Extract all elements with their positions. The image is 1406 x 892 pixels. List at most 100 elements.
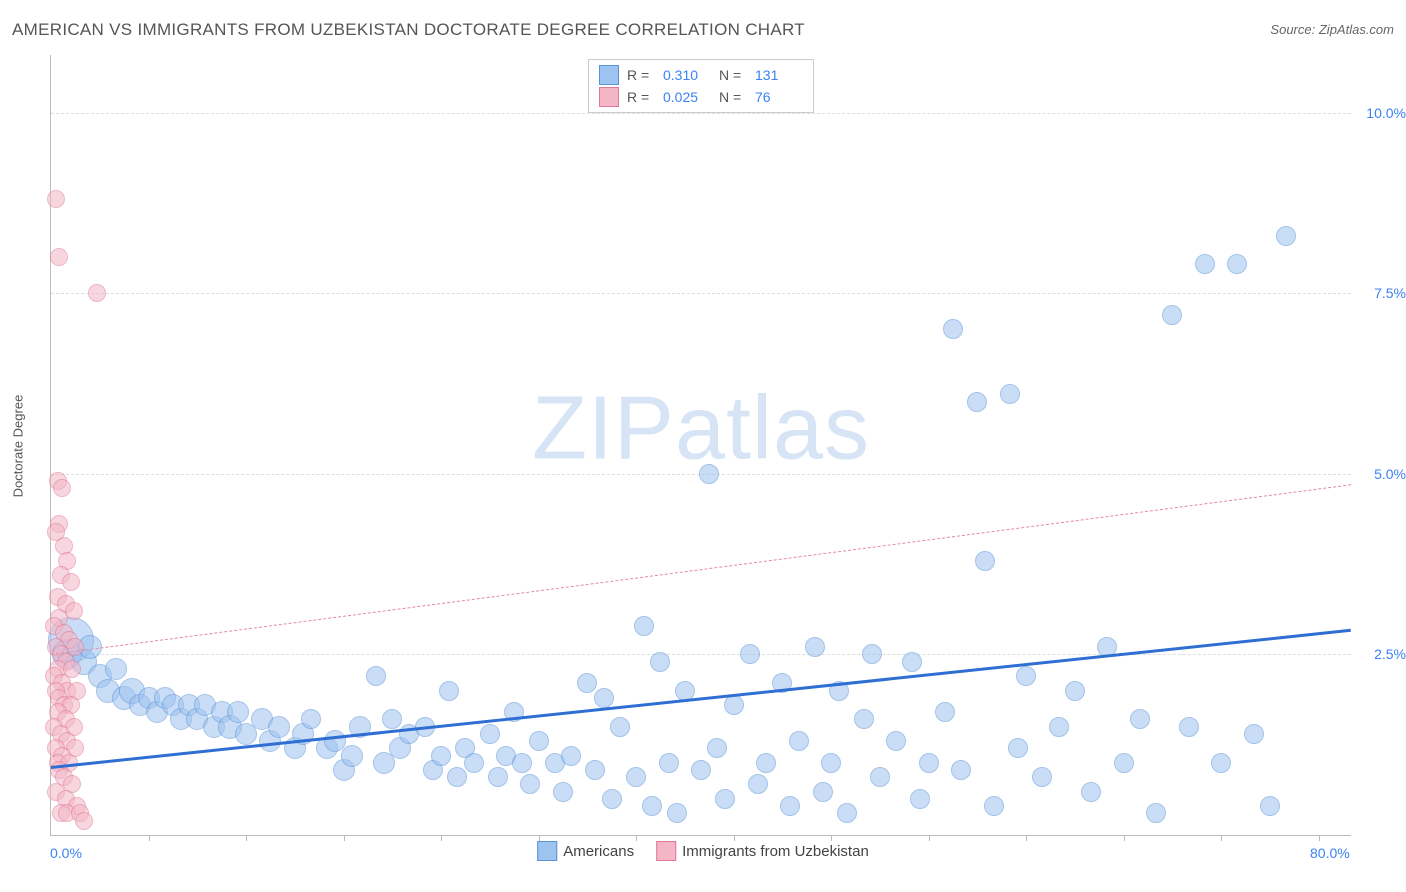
data-point: [984, 796, 1004, 816]
data-point: [724, 695, 744, 715]
data-point: [610, 717, 630, 737]
data-point: [105, 658, 127, 680]
data-point: [650, 652, 670, 672]
data-point: [854, 709, 874, 729]
data-point: [1211, 753, 1231, 773]
plot-area: ZIPatlas R =0.310N =131R =0.025N =76 2.5…: [50, 55, 1351, 836]
data-point: [967, 392, 987, 412]
x-axis-max-label: 80.0%: [1310, 845, 1350, 861]
legend-stats-row: R = 0.025 N = 76: [599, 86, 803, 108]
data-point: [902, 652, 922, 672]
watermark: ZIPatlas: [532, 378, 870, 481]
legend-series-item: Immigrants from Uzbekistan: [656, 841, 869, 861]
n-label: N =: [719, 67, 747, 83]
data-point: [1032, 767, 1052, 787]
data-point: [821, 753, 841, 773]
data-point: [837, 803, 857, 823]
data-point: [715, 789, 735, 809]
data-point: [488, 767, 508, 787]
x-axis-min-label: 0.0%: [50, 845, 82, 861]
data-point: [1195, 254, 1215, 274]
data-point: [748, 774, 768, 794]
data-point: [667, 803, 687, 823]
gridline: [51, 654, 1351, 655]
data-point: [585, 760, 605, 780]
x-tick: [1026, 835, 1027, 841]
data-point: [642, 796, 662, 816]
data-point: [1008, 738, 1028, 758]
data-point: [577, 673, 597, 693]
legend-swatch: [599, 87, 619, 107]
r-value: 0.310: [663, 67, 711, 83]
x-tick: [246, 835, 247, 841]
data-point: [520, 774, 540, 794]
data-point: [1016, 666, 1036, 686]
data-point: [691, 760, 711, 780]
legend-swatch: [656, 841, 676, 861]
legend-stats-row: R =0.310N =131: [599, 64, 803, 86]
data-point: [480, 724, 500, 744]
data-point: [886, 731, 906, 751]
y-tick-label: 2.5%: [1374, 646, 1406, 662]
data-point: [75, 812, 93, 830]
data-point: [1276, 226, 1296, 246]
data-point: [382, 709, 402, 729]
data-point: [1081, 782, 1101, 802]
data-point: [53, 479, 71, 497]
watermark-zip: ZIP: [532, 379, 675, 479]
x-tick: [441, 835, 442, 841]
chart-container: AMERICAN VS IMMIGRANTS FROM UZBEKISTAN D…: [0, 0, 1406, 892]
data-point: [341, 745, 363, 767]
gridline: [51, 293, 1351, 294]
legend-series-label: Americans: [563, 843, 634, 860]
legend-stats: R = 0.310 N = 131 R = 0.025 N = 76: [588, 59, 814, 113]
data-point: [47, 190, 65, 208]
data-point: [301, 709, 321, 729]
data-point: [47, 523, 65, 541]
y-tick-label: 7.5%: [1374, 285, 1406, 301]
data-point: [1114, 753, 1134, 773]
n-value: 76: [755, 89, 803, 105]
data-point: [805, 637, 825, 657]
source-credit: Source: ZipAtlas.com: [1270, 22, 1394, 37]
data-point: [88, 284, 106, 302]
legend-series-label: Immigrants from Uzbekistan: [682, 843, 869, 860]
data-point: [699, 464, 719, 484]
data-point: [529, 731, 549, 751]
data-point: [870, 767, 890, 787]
data-point: [935, 702, 955, 722]
data-point: [1260, 796, 1280, 816]
data-point: [707, 738, 727, 758]
data-point: [659, 753, 679, 773]
data-point: [1244, 724, 1264, 744]
data-point: [634, 616, 654, 636]
data-point: [561, 746, 581, 766]
r-value: 0.025: [663, 89, 711, 105]
source-label: Source:: [1270, 22, 1315, 37]
data-point: [910, 789, 930, 809]
n-label: N =: [719, 89, 747, 105]
y-tick-label: 5.0%: [1374, 466, 1406, 482]
data-point: [439, 681, 459, 701]
r-label: R =: [627, 89, 655, 105]
data-point: [1227, 254, 1247, 274]
legend-swatch: [537, 841, 557, 861]
data-point: [1049, 717, 1069, 737]
data-point: [512, 753, 532, 773]
data-point: [50, 248, 68, 266]
n-value: 131: [755, 67, 803, 83]
data-point: [862, 644, 882, 664]
trend-line: [51, 629, 1351, 769]
data-point: [268, 716, 290, 738]
legend-series: Americans Immigrants from Uzbekistan: [537, 841, 869, 861]
x-tick: [1319, 835, 1320, 841]
data-point: [1162, 305, 1182, 325]
data-point: [62, 573, 80, 591]
data-point: [919, 753, 939, 773]
data-point: [1179, 717, 1199, 737]
data-point: [553, 782, 573, 802]
gridline: [51, 113, 1351, 114]
data-point: [1065, 681, 1085, 701]
data-point: [366, 666, 386, 686]
data-point: [594, 688, 614, 708]
